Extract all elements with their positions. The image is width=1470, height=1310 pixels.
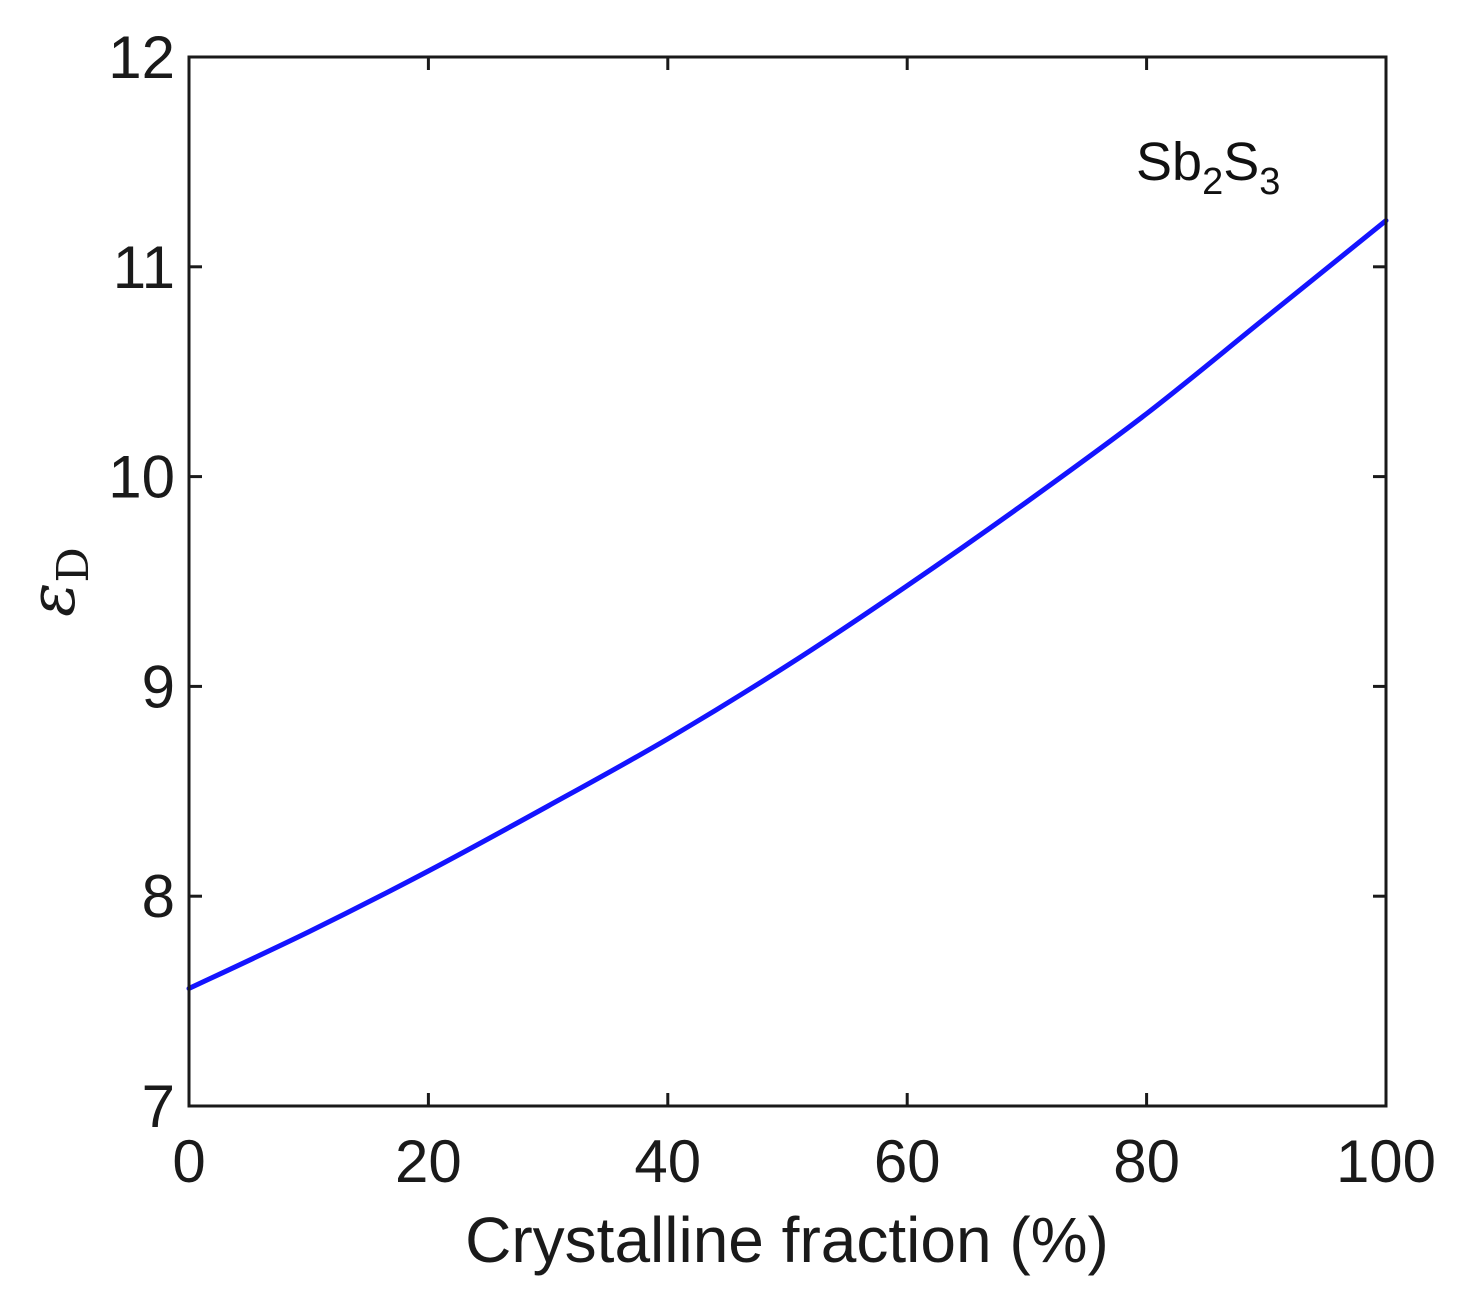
y-tick-label: 8 <box>142 863 175 930</box>
compound-annotation: Sb2S3 <box>1136 132 1280 203</box>
y-tick-label: 12 <box>108 24 175 91</box>
plot-frame <box>187 55 1388 1108</box>
x-tick-labels: 0 20 40 60 80 100 <box>172 1128 1436 1195</box>
x-tick-label: 60 <box>874 1128 941 1195</box>
series-layer <box>186 218 1389 991</box>
annotation-subscript-1: 2 <box>1202 161 1223 203</box>
annotation-subscript-2: 3 <box>1259 161 1280 203</box>
x-tick-label: 0 <box>172 1128 205 1195</box>
series-line-0 <box>186 218 1389 991</box>
y-tick-label: 7 <box>142 1073 175 1140</box>
x-axis-label: Crystalline fraction (%) <box>465 1204 1109 1276</box>
y-tick-labels: 7 8 9 10 11 12 <box>108 24 175 1140</box>
annotation-part-1: Sb <box>1136 132 1202 192</box>
y-tick-label: 9 <box>142 653 175 720</box>
annotation-part-2: S <box>1223 132 1259 192</box>
plot-background <box>189 57 1386 1106</box>
x-tick-label: 40 <box>634 1128 701 1195</box>
y-tick-label: 10 <box>108 444 175 511</box>
y-tick-label: 11 <box>113 234 175 301</box>
y-axis-label-symbol: ε <box>16 582 90 616</box>
x-tick-label: 20 <box>395 1128 462 1195</box>
x-tick-label: 100 <box>1336 1128 1436 1195</box>
x-tick-label: 80 <box>1113 1128 1180 1195</box>
y-axis-label: εD <box>16 547 99 617</box>
y-axis-label-subscript: D <box>48 547 99 582</box>
